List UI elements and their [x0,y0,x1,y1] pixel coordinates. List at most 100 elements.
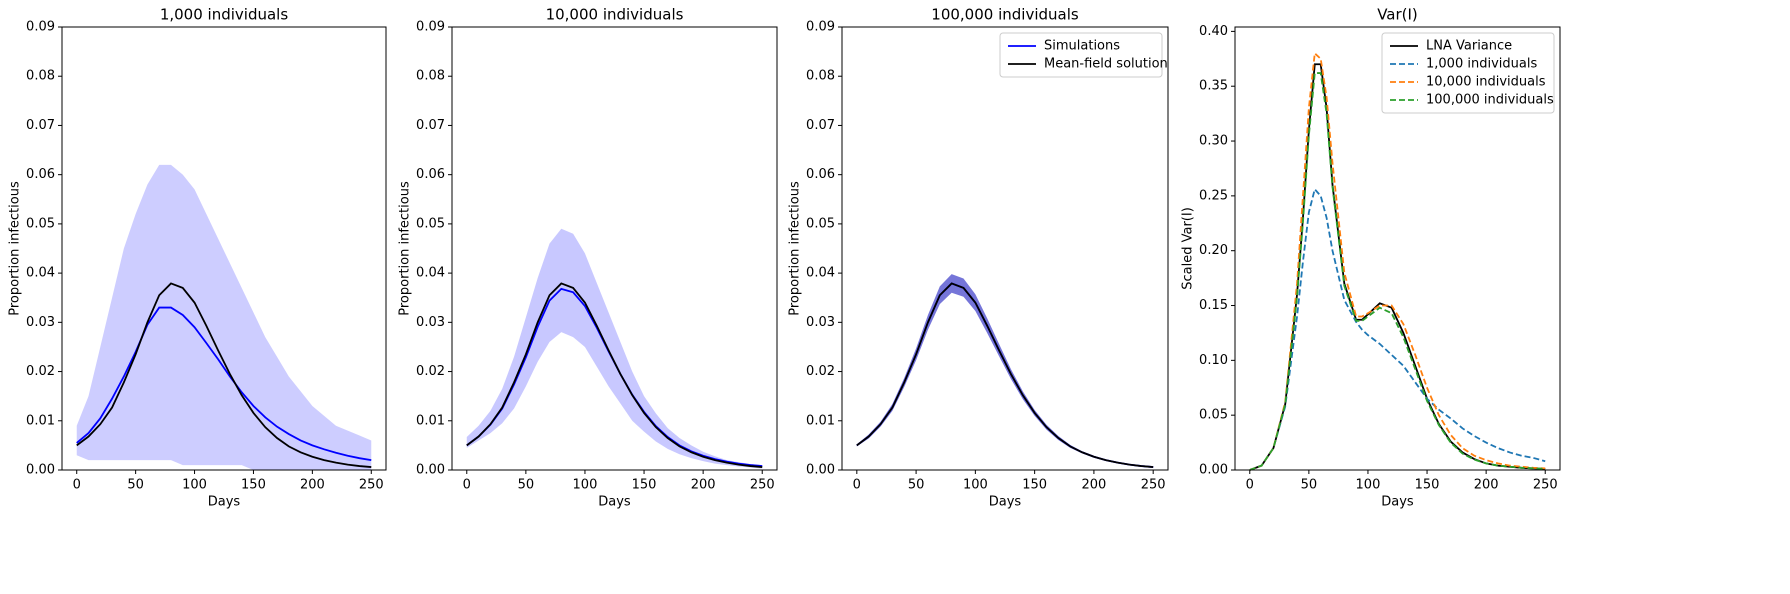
y-tick-label: 0.02 [806,364,835,379]
legend-box [1381,32,1555,114]
y-axis-label: Proportion infectious [788,181,803,316]
x-tick-label: 150 [1415,478,1440,493]
x-tick-label: 250 [359,478,384,493]
x-tick-label: 250 [1141,478,1166,493]
x-tick-label: 250 [1533,478,1558,493]
y-tick-label: 0.02 [416,364,445,379]
legend-box [999,32,1163,78]
x-tick-label: 150 [1022,478,1047,493]
y-tick-label: 0.03 [806,315,835,330]
axes-frame [61,26,387,471]
legend-label: Simulations [1044,39,1120,54]
axes-frame [451,26,778,471]
x-tick-label: 100 [963,478,988,493]
y-tick-label: 0.03 [26,315,55,330]
y-tick-label: 0.07 [416,118,445,133]
legend-label: 1,000 individuals [1426,57,1537,72]
y-axis-label: Scaled Var(I) [1181,207,1196,290]
y-tick-label: 0.09 [416,20,445,35]
series-line [76,306,372,462]
series-line [1249,63,1546,471]
series-line [1249,51,1546,471]
x-axis-label: Days [598,495,631,510]
y-tick-label: 0.08 [806,69,835,84]
y-tick-label: 0.25 [1199,188,1228,203]
y-tick-label: 0.05 [1199,408,1228,423]
x-tick-label: 250 [750,478,775,493]
series-line [1249,187,1546,471]
y-tick-label: 0.04 [26,266,55,281]
y-tick-label: 0.40 [1199,24,1228,39]
y-tick-label: 0.00 [26,463,55,478]
panel-title: 100,000 individuals [931,6,1079,24]
y-tick-label: 0.05 [26,216,55,231]
x-tick-label: 100 [573,478,598,493]
x-tick-label: 200 [300,478,325,493]
y-tick-label: 0.08 [416,69,445,84]
axes-frame [841,26,1169,471]
x-tick-label: 150 [241,478,266,493]
y-tick-label: 0.00 [806,463,835,478]
series-line [1249,72,1546,471]
x-tick-label: 0 [853,478,861,493]
y-tick-label: 0.20 [1199,243,1228,258]
series-line [856,282,1154,468]
x-axis-label: Days [989,495,1022,510]
x-tick-label: 50 [518,478,535,493]
y-tick-label: 0.15 [1199,298,1228,313]
x-tick-label: 200 [691,478,716,493]
legend-label: 10,000 individuals [1426,75,1546,90]
x-tick-label: 200 [1474,478,1499,493]
x-tick-label: 50 [1301,478,1318,493]
y-tick-label: 0.01 [806,413,835,428]
series-line [466,282,763,468]
y-axis-label: Proportion infectious [8,181,23,316]
x-tick-label: 100 [182,478,207,493]
y-tick-label: 0.01 [26,413,55,428]
y-tick-label: 0.02 [26,364,55,379]
y-tick-label: 0.35 [1199,79,1228,94]
legend-label: 100,000 individuals [1426,93,1554,108]
y-tick-label: 0.10 [1199,353,1228,368]
x-tick-label: 50 [127,478,144,493]
simulation-band [76,164,372,471]
y-tick-label: 0.07 [26,118,55,133]
x-tick-label: 100 [1356,478,1381,493]
y-tick-label: 0.03 [416,315,445,330]
x-axis-label: Days [208,495,241,510]
x-tick-label: 0 [463,478,471,493]
x-tick-label: 0 [1246,478,1254,493]
x-tick-label: 200 [1081,478,1106,493]
y-tick-label: 0.00 [1199,463,1228,478]
x-axis-label: Days [1381,495,1414,510]
y-tick-label: 0.30 [1199,134,1228,149]
y-tick-label: 0.09 [806,20,835,35]
y-tick-label: 0.04 [416,266,445,281]
y-tick-label: 0.06 [806,167,835,182]
y-tick-label: 0.09 [26,20,55,35]
y-tick-label: 0.08 [26,69,55,84]
simulation-band [466,228,763,469]
legend-label: LNA Variance [1426,39,1512,54]
axes-frame [1234,26,1561,471]
simulation-band [856,274,1154,468]
y-tick-label: 0.07 [806,118,835,133]
x-tick-label: 150 [632,478,657,493]
y-tick-label: 0.00 [416,463,445,478]
y-axis-label: Proportion infectious [398,181,413,316]
y-tick-label: 0.06 [416,167,445,182]
series-line [856,282,1154,468]
y-tick-label: 0.04 [806,266,835,281]
y-tick-label: 0.06 [26,167,55,182]
x-tick-label: 0 [73,478,81,493]
legend-label: Mean-field solution [1044,57,1168,72]
series-line [76,282,372,468]
y-tick-label: 0.01 [416,413,445,428]
y-tick-label: 0.05 [806,216,835,231]
panel-title: 10,000 individuals [546,6,684,24]
panel-title: Var(I) [1377,6,1418,24]
y-tick-label: 0.05 [416,216,445,231]
panel-title: 1,000 individuals [160,6,289,24]
x-tick-label: 50 [908,478,925,493]
